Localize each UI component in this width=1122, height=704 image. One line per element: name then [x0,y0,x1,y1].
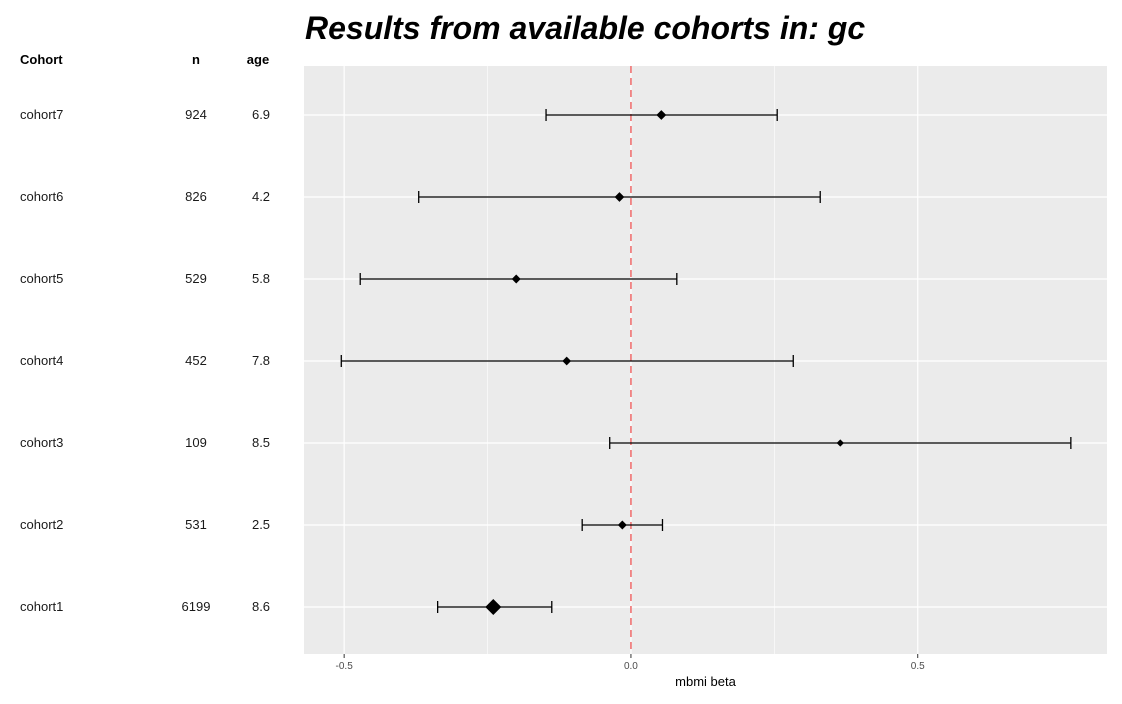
x-tick-label: 0.5 [911,661,925,672]
cohort-name-cell: cohort1 [20,599,64,614]
plot-panel [304,66,1107,654]
estimate-point-cohort1 [485,599,502,615]
cohort-n-cell: 531 [185,517,207,532]
cohort-n-cell: 529 [185,271,207,286]
cohort-age-cell: 7.8 [251,353,271,368]
cohort-n-cell: 924 [185,107,207,122]
cohort-age-cell: 6.9 [251,107,271,122]
cohort-name-cell: cohort3 [20,435,64,450]
estimate-point-cohort2 [617,520,627,530]
age-column-header: age [246,52,270,67]
cohort-column-header: Cohort [20,52,63,67]
cohort-name-cell: cohort2 [20,517,64,532]
x-tick-label: 0.0 [624,661,638,672]
estimate-point-cohort7 [656,110,667,120]
cohort-age-cell: 8.5 [251,435,271,450]
cohort-age-cell: 5.8 [251,271,271,286]
x-tick-label: -0.5 [336,661,354,672]
estimate-point-cohort3 [836,439,844,447]
x-axis-label: mbmi beta [675,674,736,689]
cohort-age-cell: 2.5 [251,517,271,532]
cohort-age-cell: 4.2 [251,189,271,204]
chart-title: Results from available cohorts in: gc [305,10,866,46]
cohort-name-cell: cohort5 [20,271,64,286]
n-column-header: n [192,52,200,67]
cohort-n-cell: 452 [185,353,207,368]
cohort-age-cell: 8.6 [251,599,271,614]
cohort-n-cell: 826 [185,189,207,204]
cohort-n-cell: 109 [185,435,207,450]
cohort-name-cell: cohort6 [20,189,64,204]
estimate-point-cohort4 [562,356,572,366]
cohort-name-cell: cohort7 [20,107,64,122]
estimate-point-cohort5 [511,274,521,284]
cohort-n-cell: 6199 [181,599,211,614]
estimate-point-cohort6 [614,192,625,202]
cohort-name-cell: cohort4 [20,353,64,368]
